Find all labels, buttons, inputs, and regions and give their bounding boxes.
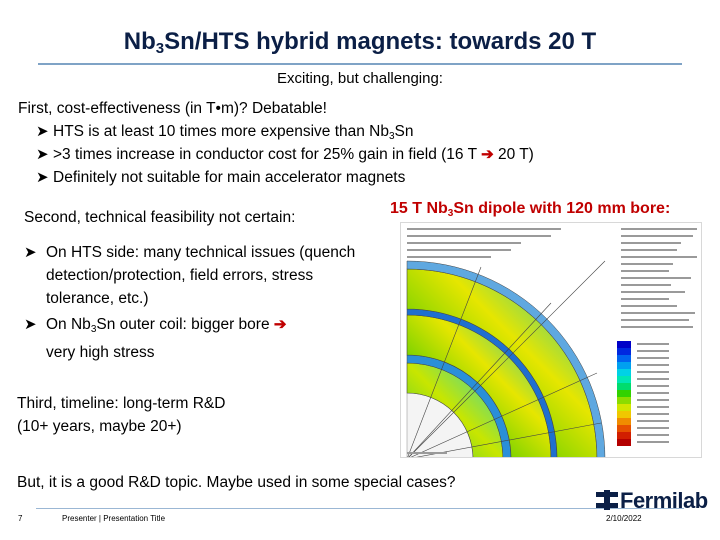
bullet-conductor-cost: ➤ >3 times increase in conductor cost fo… [36, 143, 534, 166]
cost-effectiveness-heading: First, cost-effectiveness (in T•m)? Deba… [18, 100, 327, 117]
legend-text-lines [407, 228, 697, 454]
stress-colorbar [617, 341, 631, 446]
arrow-bullet-icon: ➤ [24, 316, 37, 333]
right-arrow-icon: ➔ [273, 316, 287, 333]
header-text-lines [407, 228, 561, 258]
feasibility-heading: Second, technical feasibility not certai… [24, 209, 296, 226]
bullet-hts-issues: ➤ On HTS side: many technical issues (qu… [24, 241, 366, 310]
fermilab-logo-text: Fermilab [620, 488, 708, 513]
slide-date: 2/10/2022 [606, 514, 642, 523]
bullet-not-suitable: ➤ Definitely not suitable for main accel… [36, 166, 405, 189]
arrow-bullet-icon: ➤ [36, 146, 49, 163]
bullet-hts-cost: ➤ HTS is at least 10 times more expensiv… [36, 120, 414, 148]
fermilab-logo-icon [596, 490, 618, 510]
footer-rule [36, 508, 684, 509]
slide-subtitle: Exciting, but challenging: [277, 70, 443, 87]
bullet-outer-coil-stress: ➤ On Nb3Sn outer coil: bigger bore ➔ ver… [24, 313, 366, 364]
figure-caption: 15 T Nb3Sn dipole with 120 mm bore: [390, 200, 671, 219]
arrow-bullet-icon: ➤ [36, 123, 49, 140]
presenter-title: Presenter | Presentation Title [62, 514, 166, 523]
right-arrow-icon: ➔ [481, 146, 494, 163]
arrow-bullet-icon: ➤ [24, 244, 37, 261]
closing-text: But, it is a good R&D topic. Maybe used … [17, 474, 456, 491]
title-underline [38, 63, 682, 65]
coil-quadrant [406, 260, 606, 457]
stress-simulation-image [400, 222, 702, 458]
timeline-text: Third, timeline: long-term R&D (10+ years… [17, 395, 226, 435]
page-number: 7 [18, 514, 23, 523]
slide-title: Nb3Sn/HTS hybrid magnets: towards 20 T [123, 28, 597, 57]
arrow-bullet-icon: ➤ [36, 169, 49, 186]
